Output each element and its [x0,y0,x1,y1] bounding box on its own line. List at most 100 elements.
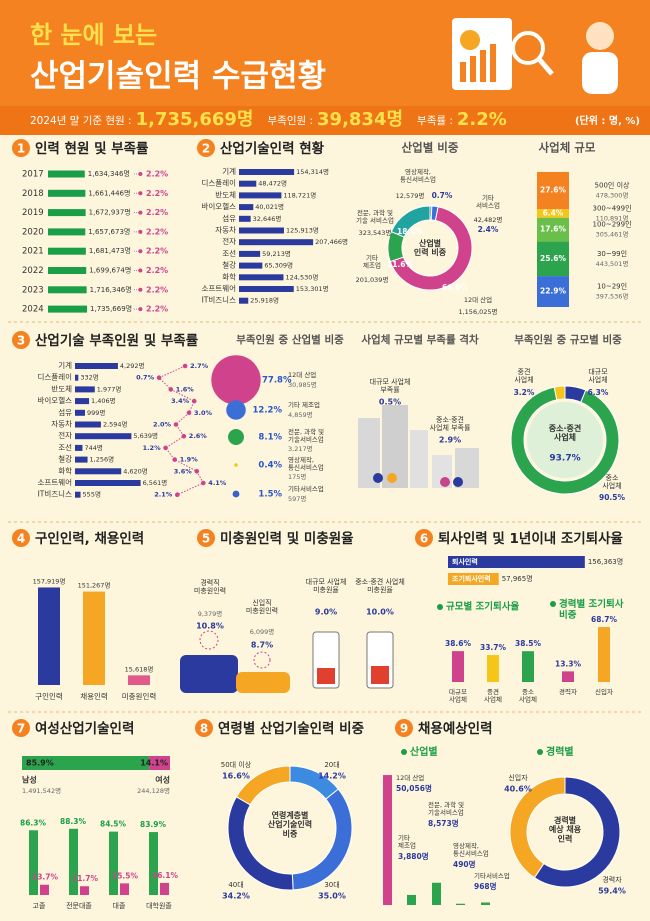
rate-dot [173,422,179,427]
value-label: 151,267명 [78,581,111,590]
value-label: 38.6% [445,639,472,648]
bar [75,444,83,451]
bar [75,456,88,463]
rate-dot [138,229,143,234]
person-icon [440,477,450,487]
segment-name: 20대 [324,761,339,769]
share-label: 77.8% [262,376,292,386]
rate-label: 1.6% [176,385,195,393]
segment-label: 40.6% [504,785,532,794]
bar-name: 퇴사인력 [452,557,478,566]
unfilled-count: 6,099명 [250,627,275,636]
pie-icon [460,30,480,50]
gap-label: 0.5% [379,398,401,407]
unfilled-rate: 8.7% [251,641,273,650]
bar [75,398,90,405]
rate-label: 2.1% [154,491,173,499]
segment-label: 0.7% [432,191,453,200]
bar [75,468,122,475]
empty-seat-icon [199,630,219,650]
share-name: 기타 제조업 [288,400,320,409]
stat-label: 2024년 말 기준 현원 : [30,115,132,127]
section-number-badge [197,139,215,157]
stat-value: 1,735,669명 [136,109,254,130]
year-label: 2019 [22,208,44,218]
section-number-badge [12,331,30,349]
share-label: 12.2% [253,406,283,416]
category-label: 미충원인력 [122,691,157,701]
unfilled-rate: 10.8% [196,622,224,631]
rate-dot [163,445,168,451]
bar [562,671,574,682]
unfilled-count: 9,379명 [198,609,223,618]
year-label: 2017 [22,170,44,180]
gender-name: 여성 [155,775,170,785]
bar [149,832,158,895]
category-label: 전문, 과학 및 기술서비스업 [428,800,464,816]
value-label: 4,292명 [120,361,145,370]
industry-label: 바이오헬스 [38,395,73,405]
building [358,418,380,488]
rate-dot [175,492,180,498]
value-label: 1,716,346명 [90,285,132,294]
gender-name: 남성 [22,775,37,785]
rate-label: 2.2% [146,227,168,236]
industry-label: 철강 [58,454,72,464]
bar [48,228,86,236]
rate-label: 2.7% [190,362,209,370]
rate-dot [172,457,177,462]
segment-name: 영상제작, 통신서비스업 [400,167,436,183]
section-number-badge [197,529,215,547]
value-label: 153,301명 [296,284,329,293]
share-count: 30,985명 [288,380,317,389]
value-label: 156,363명 [588,557,623,566]
industry-label: 화학 [222,271,236,281]
segment-name: 12대 산업 [464,295,492,304]
section-number-badge [415,529,433,547]
person-icon [453,477,463,487]
section-number: 6 [420,532,428,546]
category-label: 신입자 [595,687,613,696]
donut-segment [509,776,566,879]
segment-label: 6.4% [543,209,564,218]
title-dot [437,604,443,610]
building [410,430,428,488]
segment-count: 110,891명 [596,214,629,223]
rate-label: 0.7% [136,374,155,382]
bar [160,882,169,895]
category-label: 구인인력 [35,691,63,701]
category-label: 기타 제조업 [398,833,416,849]
rate-dot [138,172,143,176]
value-label: 65,309명 [264,261,293,270]
industry-label: 자동차 [51,420,72,429]
value-label: 1,657,673명 [88,227,130,236]
bubble [234,463,238,467]
unfilled-rate: 9.0% [315,608,337,617]
donut-center: 연령계층별 산업기술인력 비중 [268,810,312,838]
value-label: 744명 [84,443,102,452]
industry-label: 섬유 [58,407,72,417]
bar [75,491,81,498]
share-count: 175명 [288,472,306,481]
section-number-badge [12,529,30,547]
segment-label: 59.4% [598,887,626,896]
value-label: 48,472명 [258,179,287,188]
segment-label: 35.0% [318,892,346,901]
bar [69,828,78,895]
stat-value: 39,834명 [317,109,403,130]
segment-count: 397,536명 [596,292,629,301]
value-label: 999명 [87,408,105,417]
section-number: 4 [17,532,25,546]
unfilled-rate: 10.0% [366,608,394,617]
rate-dot [186,410,192,416]
header-illustration [452,18,618,94]
rate-label: 2.2% [146,285,168,294]
bar-name: 조기퇴사인력 [452,574,491,583]
unit-note: (단위 : 명, %) [575,114,640,127]
bar [48,189,86,197]
segment-label: 18.6% [397,227,424,236]
value-label: 59,213명 [262,249,291,258]
bar [120,883,129,895]
segment-label: 2.4% [478,225,499,234]
